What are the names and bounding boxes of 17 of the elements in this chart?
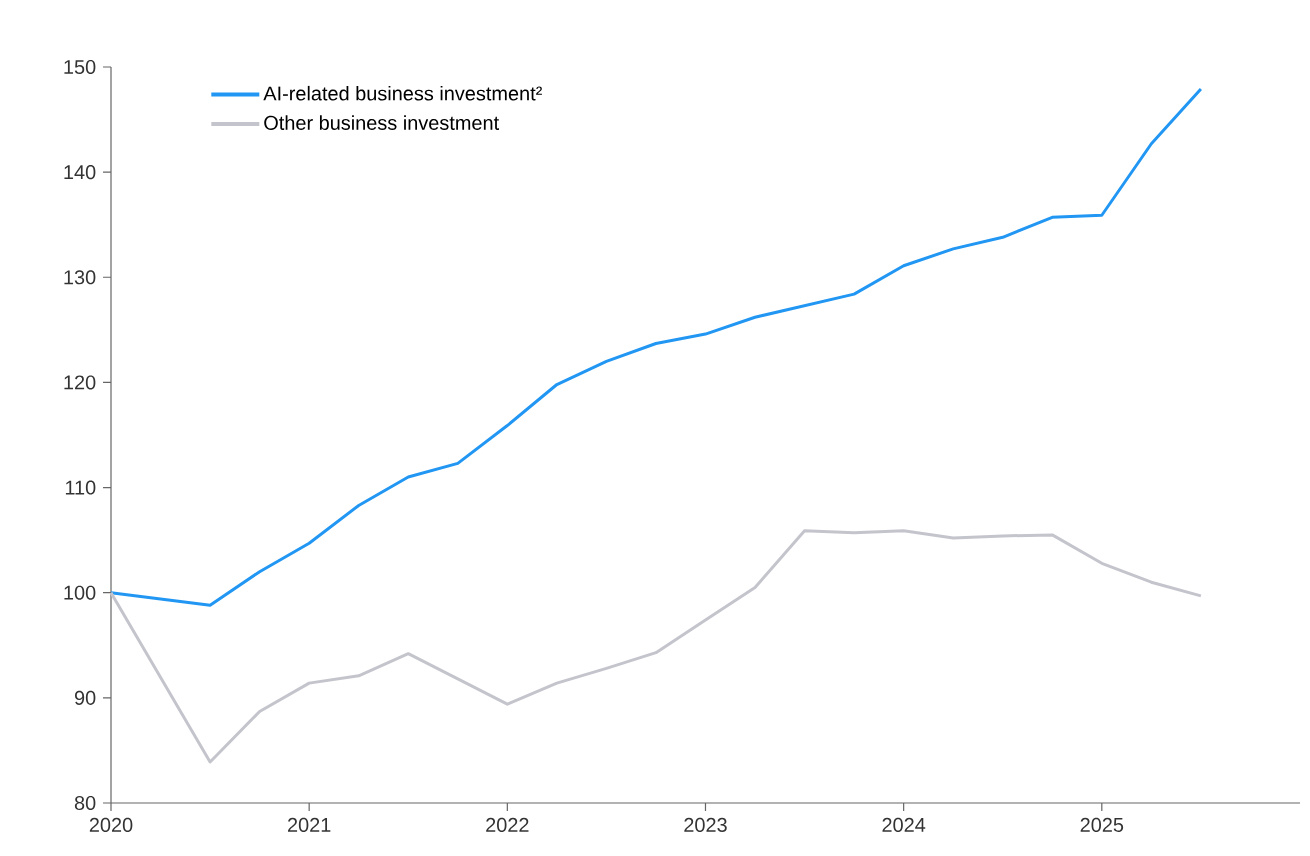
y-tick-label: 120 xyxy=(64,375,96,390)
y-tick-label: 90 xyxy=(74,690,96,705)
y-tick-label: 130 xyxy=(64,270,96,285)
y-tick-label: 140 xyxy=(64,165,96,180)
y-tick-label: 80 xyxy=(74,795,96,811)
line-series xyxy=(109,529,1203,764)
x-tick-label: 2023 xyxy=(684,817,727,832)
x-tick-label: 2024 xyxy=(882,817,926,832)
x-tick-label: 2020 xyxy=(89,817,133,832)
x-tick-label: 2021 xyxy=(288,817,331,832)
x-tick-label: 2025 xyxy=(1080,817,1124,832)
legend-label: Other business investment xyxy=(264,115,499,130)
x-tick-label: 2022 xyxy=(486,817,529,832)
legend-label: AI-related business investment² xyxy=(263,85,542,101)
y-tick-label: 100 xyxy=(64,585,96,600)
y-tick-label: 150 xyxy=(64,59,96,75)
y-tick-label: 110 xyxy=(65,480,96,495)
